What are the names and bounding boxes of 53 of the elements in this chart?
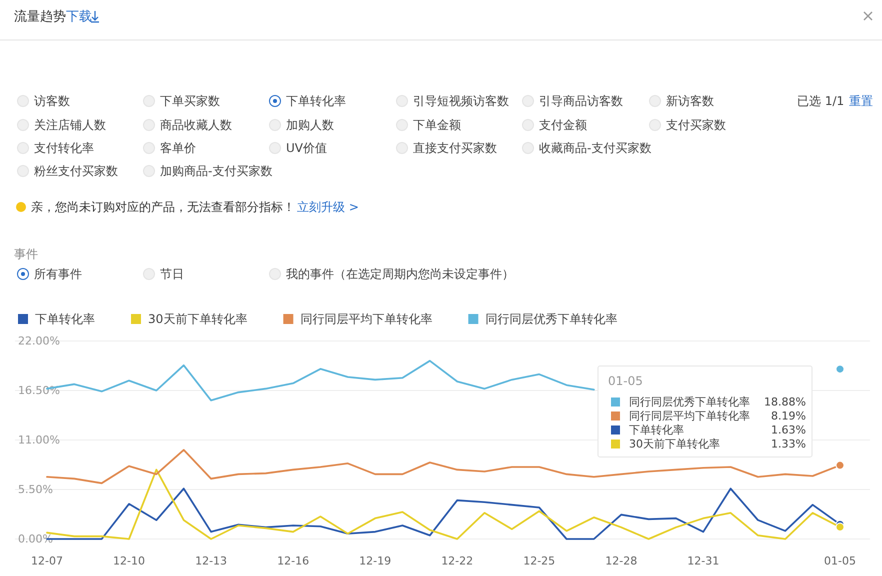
text: 已选 1/1 [797,94,844,108]
x-tick-label: 01-05 [824,554,856,568]
text: 支付金额 [539,118,587,132]
text: 客单价 [160,141,196,155]
y-tick-label: 5.50% [18,483,53,496]
text: 支付转化率 [34,141,94,155]
text: 粉丝支付买家数 [34,164,118,178]
x-tick-label: 12-16 [277,554,310,568]
annotation: 1.33% [771,438,806,450]
text: 访客数 [34,94,70,108]
text: 流量趋势 [14,8,66,24]
x-tick-label: 12-25 [523,554,556,568]
text: 新访客数 [666,94,714,108]
x-tick-label: 12-13 [195,554,228,568]
x-tick-label: 12-19 [359,554,392,568]
legend-label: 下单转化率 [629,424,684,436]
text: 下载 [66,10,92,24]
y-tick-label: 22.00% [18,334,60,348]
text: 加购人数 [286,118,334,132]
text: 引导短视频访客数 [413,94,509,108]
text: 下单买家数 [160,94,220,108]
y-tick-label: 11.00% [18,434,60,446]
text: 事件 [14,247,38,261]
text: 下单金额 [413,118,461,132]
x-tick-label: 12-22 [441,554,474,568]
annotation: 8.19% [771,410,806,422]
annotation: 1.63% [771,424,806,436]
text: 关注店铺人数 [34,118,106,132]
annotation: 01-05 [608,374,643,388]
x-tick-label: 12-07 [31,554,63,568]
text: 支付买家数 [666,118,726,132]
legend: 下单转化率 30天前下单转化率 同行同层平均下单转化率 同行同层优秀下单转化率 [18,312,618,326]
x-tick-label: 12-31 [687,554,720,568]
text: 收藏商品-支付买家数 [539,141,652,155]
text: 重置 [849,94,873,108]
text: 下单转化率 [286,94,346,108]
x-tick-label: 12-28 [605,554,638,568]
legend-label: 30天前下单转化率 [629,438,720,450]
text: 立刻升级 > [297,200,359,214]
text: 节日 [160,267,184,281]
text: 所有事件 [34,267,82,281]
text: UV价值 [286,141,327,155]
text: 商品收藏人数 [160,118,232,132]
y-tick-label: 0.00% [18,532,53,546]
legend-label: 同行同层平均下单转化率 [629,410,750,422]
text: 引导商品访客数 [539,94,623,108]
text: 加购商品-支付买家数 [160,164,272,178]
legend-label: 同行同层优秀下单转化率 [629,396,750,408]
text: 亲，您尚未订购对应的产品，无法查看部分指标！ [31,200,295,214]
annotation: 18.88% [764,396,806,408]
text: 直接支付买家数 [413,141,497,155]
text: 我的事件（在选定周期内您尚未设定事件） [286,267,514,281]
x-tick-label: 12-10 [113,554,146,568]
